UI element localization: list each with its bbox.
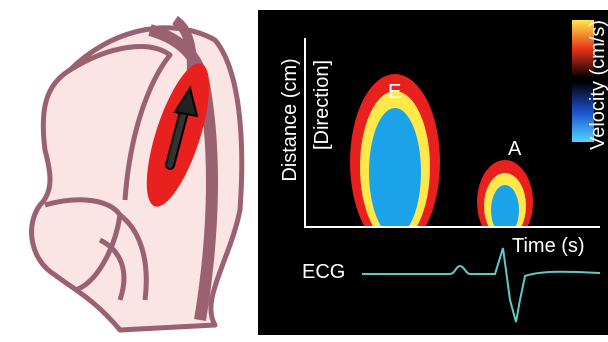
x-title: Time (s): [512, 235, 585, 257]
wave-label: A: [508, 138, 522, 160]
y-title: Distance (cm): [279, 58, 301, 181]
colorbar-label: Velocity (cm/s): [587, 20, 608, 150]
heart: [32, 20, 242, 330]
wave-label: E: [388, 81, 401, 103]
y-subtitle: [Direction]: [311, 60, 333, 150]
figure: Distance (cm) [Direction] E A Time (s) E…: [0, 0, 608, 342]
ecg-label: ECG: [302, 261, 345, 283]
